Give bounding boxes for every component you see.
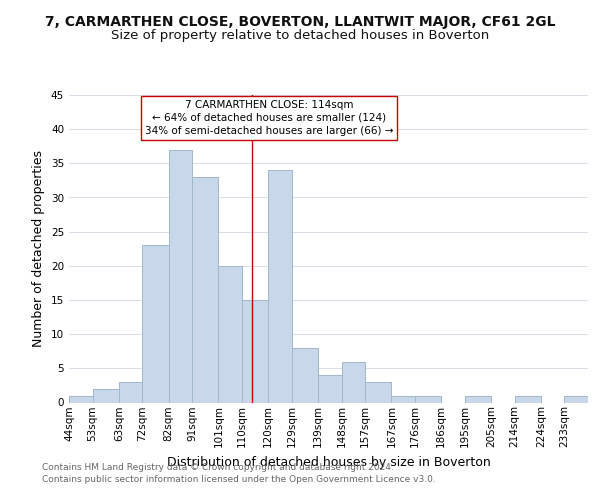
Bar [318,375,341,402]
Text: 7, CARMARTHEN CLOSE, BOVERTON, LLANTWIT MAJOR, CF61 2GL: 7, CARMARTHEN CLOSE, BOVERTON, LLANTWIT … [45,15,555,29]
Bar [92,389,119,402]
Bar [142,246,169,402]
Bar [192,177,218,402]
Bar [119,382,142,402]
Bar [565,396,588,402]
Bar [268,170,292,402]
Bar [242,300,268,402]
Bar [465,396,491,402]
Bar [218,266,242,402]
Text: Contains HM Land Registry data © Crown copyright and database right 2024.: Contains HM Land Registry data © Crown c… [42,464,394,472]
X-axis label: Distribution of detached houses by size in Boverton: Distribution of detached houses by size … [167,456,490,468]
Bar [415,396,441,402]
Bar [69,396,92,402]
Bar [341,362,365,403]
Bar [515,396,541,402]
Bar [169,150,192,402]
Bar [365,382,391,402]
Bar [391,396,415,402]
Text: Size of property relative to detached houses in Boverton: Size of property relative to detached ho… [111,29,489,42]
Bar [292,348,318,403]
Text: 7 CARMARTHEN CLOSE: 114sqm
← 64% of detached houses are smaller (124)
34% of sem: 7 CARMARTHEN CLOSE: 114sqm ← 64% of deta… [145,100,393,136]
Y-axis label: Number of detached properties: Number of detached properties [32,150,46,347]
Text: Contains public sector information licensed under the Open Government Licence v3: Contains public sector information licen… [42,475,436,484]
